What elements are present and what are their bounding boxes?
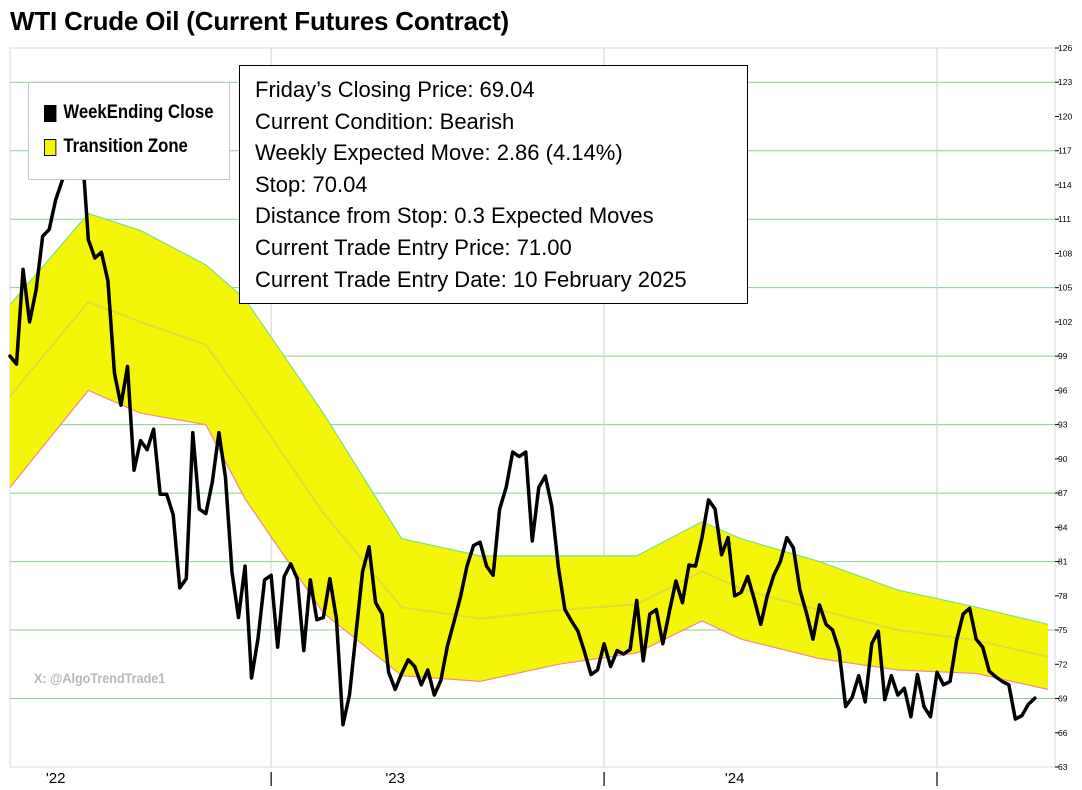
info-expected-move: Weekly Expected Move: 2.86 (4.14%) [255, 140, 623, 166]
y-tick-label: 84 [1058, 522, 1068, 532]
y-tick-label: 96 [1058, 385, 1068, 395]
info-box: Friday’s Closing Price: 69.04 Current Co… [239, 65, 748, 304]
x-tick-label: '22 [46, 770, 66, 787]
close-series-line [8, 98, 1037, 727]
y-tick-label: 108 [1058, 248, 1072, 258]
y-tick-label: 99 [1058, 351, 1068, 361]
y-tick-label: 72 [1058, 659, 1068, 669]
axis-layer: 63 66 69 72 75 78 81 84 87 90 93 96 99 102 105 108 111 11… [46, 43, 1073, 787]
y-tick-label: 90 [1058, 454, 1068, 464]
y-tick-label: 123 [1058, 77, 1072, 87]
y-tick-label: 78 [1058, 591, 1068, 601]
y-tick-label: 102 [1058, 317, 1072, 327]
legend-swatch-close [44, 104, 57, 122]
y-tick-label: 114 [1058, 180, 1072, 190]
x-tick-label: '24 [725, 770, 745, 787]
watermark: X: @AlgoTrendTrade1 [34, 670, 166, 686]
info-condition: Current Condition: Bearish [255, 108, 515, 134]
legend-entry-zone: Transition Zone [44, 136, 188, 158]
chart-title: WTI Crude Oil (Current Futures Contract) [10, 6, 510, 36]
info-entry-price: Current Trade Entry Price: 71.00 [255, 234, 572, 260]
close-line-layer [8, 98, 1037, 727]
transition-zone-upper-edge [9, 212, 1049, 625]
info-distance: Distance from Stop: 0.3 Expected Moves [255, 203, 654, 229]
y-tick-label: 93 [1058, 420, 1068, 430]
y-tick-label: 87 [1058, 488, 1068, 498]
y-tick-label: 105 [1058, 283, 1072, 293]
y-tick-label: 111 [1058, 214, 1071, 224]
y-tick-label: 81 [1058, 557, 1068, 567]
y-tick-label: 69 [1058, 694, 1068, 704]
legend-swatch-zone [44, 138, 57, 156]
legend: WeekEnding Close Transition Zone [28, 82, 230, 180]
y-tick-label: 63 [1058, 762, 1068, 772]
y-tick-label: 75 [1058, 625, 1068, 635]
y-tick-label: 117 [1058, 146, 1072, 156]
transition-zone-layer [9, 212, 1049, 690]
transition-zone-lower-edge [9, 389, 1049, 690]
y-tick-label: 120 [1058, 111, 1072, 121]
info-closing-price: Friday’s Closing Price: 69.04 [255, 77, 535, 102]
transition-zone-midline [9, 300, 1049, 658]
x-tick-label: '23 [385, 770, 405, 787]
legend-label-zone: Transition Zone [63, 136, 188, 157]
legend-label-close: WeekEnding Close [63, 102, 214, 123]
y-tick-label: 126 [1058, 43, 1072, 53]
transition-zone-band [10, 213, 1048, 690]
info-stop: Stop: 70.04 [255, 171, 368, 197]
legend-entry-close: WeekEnding Close [44, 102, 214, 124]
info-entry-date: Current Trade Entry Date: 10 February 20… [255, 266, 687, 292]
y-tick-label: 66 [1058, 728, 1068, 738]
